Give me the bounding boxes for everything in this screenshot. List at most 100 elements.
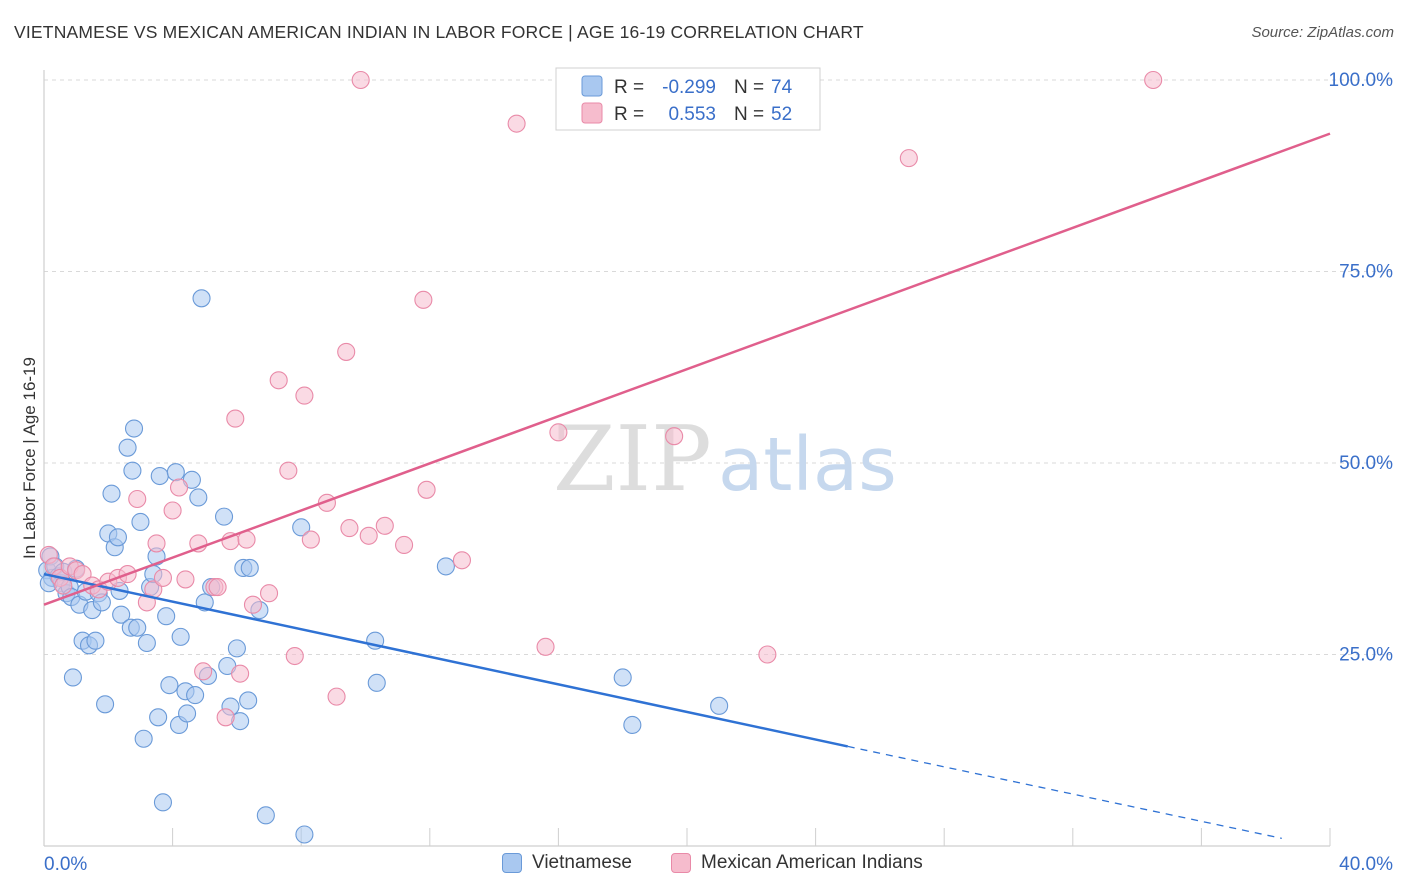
vietnamese-trend-extension: [847, 745, 1282, 839]
mexican-point[interactable]: [295, 386, 314, 405]
y-tick-label: 75.0%: [1339, 262, 1393, 283]
vietnamese-point[interactable]: [153, 793, 173, 812]
chart-title: VIETNAMESE VS MEXICAN AMERICAN INDIAN IN…: [14, 22, 864, 42]
mexican-point[interactable]: [1144, 70, 1163, 90]
mexican-point[interactable]: [507, 114, 526, 133]
mexican-point[interactable]: [169, 478, 189, 497]
vietnamese-point[interactable]: [295, 825, 314, 844]
y-tick-label: 100.0%: [1329, 70, 1394, 91]
vietnamese-point[interactable]: [160, 676, 179, 695]
vietnamese-point[interactable]: [192, 289, 211, 308]
vietnamese-point[interactable]: [123, 461, 142, 480]
legend-n-label-vietnamese: N =: [734, 77, 764, 98]
legend-item-mexican[interactable]: Mexican American Indians: [671, 852, 923, 874]
mexican-point[interactable]: [301, 530, 320, 549]
vietnamese-point[interactable]: [623, 715, 642, 735]
vietnamese-point[interactable]: [214, 507, 234, 526]
legend-n-label-mexican: N =: [734, 104, 764, 125]
vietnamese-point[interactable]: [118, 438, 137, 457]
source-attribution[interactable]: Source: ZipAtlas.com: [1251, 24, 1394, 41]
mexican-point[interactable]: [285, 646, 304, 666]
vietnamese-point[interactable]: [710, 696, 729, 715]
mexican-point[interactable]: [549, 423, 568, 442]
vietnamese-point[interactable]: [131, 512, 150, 532]
vietnamese-point[interactable]: [96, 695, 115, 714]
mexican-point[interactable]: [259, 584, 279, 603]
legend-r-value-mexican: 0.553: [668, 104, 716, 125]
vietnamese-point[interactable]: [227, 639, 246, 658]
legend-swatch-mexican-bottom: [671, 853, 691, 873]
vietnamese-point[interactable]: [240, 558, 259, 577]
vietnamese-point[interactable]: [157, 607, 176, 626]
series-legend: Vietnamese Mexican American Indians: [0, 852, 1406, 878]
vietnamese-point[interactable]: [186, 686, 205, 705]
legend-r-label-vietnamese: R =: [614, 77, 644, 98]
vietnamese-point[interactable]: [137, 633, 156, 653]
mexican-point[interactable]: [359, 526, 378, 545]
legend-r-label-mexican: R =: [614, 104, 644, 125]
mexican-point[interactable]: [758, 645, 777, 664]
vietnamese-point[interactable]: [149, 708, 168, 727]
mexican-point[interactable]: [194, 662, 213, 681]
mexican-point[interactable]: [899, 149, 918, 168]
vietnamese-point[interactable]: [189, 488, 208, 507]
mexican-point[interactable]: [243, 595, 263, 614]
mexican-point[interactable]: [414, 290, 433, 309]
mexican-point[interactable]: [337, 342, 356, 361]
vietnamese-point[interactable]: [108, 528, 127, 547]
vietnamese-point[interactable]: [171, 627, 190, 646]
mexican-point[interactable]: [417, 480, 436, 499]
mexican-point[interactable]: [163, 501, 182, 520]
mexican-point[interactable]: [327, 687, 346, 706]
legend-swatch-mexican: [581, 102, 603, 124]
vietnamese-point[interactable]: [63, 668, 82, 687]
mexican-point[interactable]: [176, 570, 195, 589]
watermark-zip: ZIP: [553, 407, 712, 512]
vietnamese-point[interactable]: [239, 691, 258, 710]
vietnamese-point[interactable]: [86, 631, 105, 650]
vietnamese-point[interactable]: [166, 463, 185, 482]
vietnamese-point[interactable]: [124, 419, 144, 438]
mexican-point[interactable]: [147, 534, 166, 553]
correlation-legend: R = -0.299 N = 74 R = 0.553 N = 52: [555, 67, 821, 131]
mexican-point[interactable]: [208, 578, 227, 597]
legend-item-vietnamese[interactable]: Vietnamese: [502, 852, 632, 874]
mexican-point[interactable]: [153, 568, 173, 587]
mexican-point[interactable]: [375, 516, 394, 535]
mexican-point[interactable]: [452, 551, 472, 570]
legend-label-mexican: Mexican American Indians: [701, 852, 923, 873]
mexican-point[interactable]: [395, 535, 414, 555]
vietnamese-point[interactable]: [613, 668, 632, 687]
mexican-point[interactable]: [216, 708, 235, 727]
vietnamese-point[interactable]: [112, 605, 131, 624]
mexican-point[interactable]: [351, 70, 370, 90]
axes: [43, 70, 1330, 847]
vietnamese-point[interactable]: [178, 704, 197, 723]
vietnamese-point[interactable]: [102, 484, 121, 503]
vietnamese-point[interactable]: [150, 466, 169, 486]
vietnamese-point[interactable]: [436, 557, 455, 576]
watermark-atlas: atlas: [718, 422, 897, 508]
mexican-point[interactable]: [536, 637, 555, 656]
mexican-point[interactable]: [231, 664, 250, 683]
mexican-point[interactable]: [128, 489, 147, 509]
vietnamese-point[interactable]: [128, 618, 147, 637]
vietnamese-point[interactable]: [292, 518, 311, 537]
legend-r-value-vietnamese: -0.299: [662, 77, 716, 98]
legend-swatch-vietnamese: [581, 75, 603, 97]
vietnamese-point[interactable]: [256, 806, 275, 825]
mexican-point[interactable]: [226, 409, 245, 428]
vietnamese-point[interactable]: [367, 673, 386, 692]
y-axis-title: In Labor Force | Age 16-19: [20, 357, 39, 559]
mexican-point[interactable]: [340, 519, 359, 538]
watermark: ZIP atlas: [553, 407, 897, 512]
vietnamese-point[interactable]: [134, 729, 153, 748]
mexican-point[interactable]: [269, 371, 288, 390]
mexican-point[interactable]: [665, 427, 684, 446]
x-tick-label: 0.0%: [44, 854, 87, 875]
mexican-point[interactable]: [279, 461, 298, 480]
legend-n-value-mexican: 52: [771, 104, 792, 125]
mexican-trend-line: [43, 132, 1331, 606]
tick-labels: 25.0% 50.0% 75.0% 100.0% 0.0% 40.0%: [44, 70, 1393, 875]
